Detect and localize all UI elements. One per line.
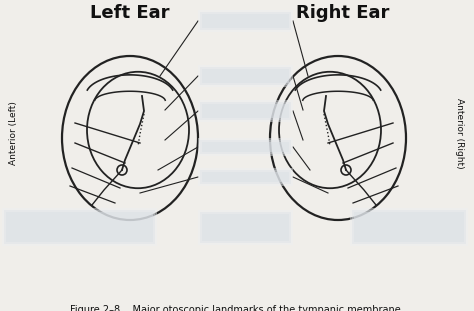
Text: Anterior (Left): Anterior (Left) [9,101,18,165]
Bar [198,10,293,32]
Bar [202,172,289,182]
Bar [198,65,293,87]
Bar [202,104,289,118]
Bar [198,138,293,156]
Bar [200,170,291,184]
Bar [198,100,293,122]
Bar [198,100,293,122]
Bar [198,168,293,186]
Bar [202,14,289,28]
Bar [198,210,293,245]
Text: Figure 2–8.   Major otoscopic landmarks of the tympanic membrane.: Figure 2–8. Major otoscopic landmarks of… [70,305,404,311]
Bar [352,210,466,244]
Bar [200,12,291,30]
Bar [6,212,153,242]
Bar [198,168,293,186]
Bar [202,142,289,152]
Text: Right Ear: Right Ear [296,4,390,22]
Bar [198,10,293,32]
Text: Left Ear: Left Ear [90,4,170,22]
Bar [350,208,468,246]
Bar [202,214,289,241]
Bar [354,212,464,242]
Bar [198,210,293,245]
Bar [200,140,291,154]
Bar [202,69,289,83]
Bar [200,102,291,120]
Bar [200,212,291,243]
Bar [2,208,157,246]
Bar [198,138,293,156]
Bar [4,210,155,244]
Bar [200,67,291,85]
Bar [198,65,293,87]
Text: Anterior (Right): Anterior (Right) [456,98,465,168]
Bar [2,208,157,246]
Bar [350,208,468,246]
